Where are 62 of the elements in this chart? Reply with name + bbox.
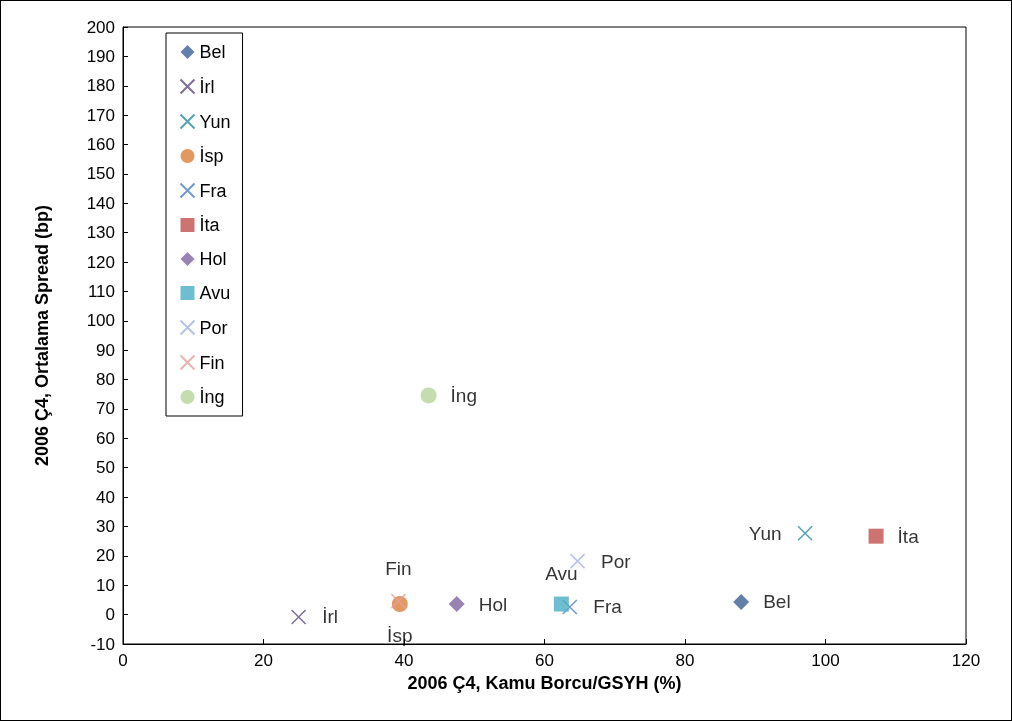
y-tick-label: 150	[86, 164, 115, 184]
point	[390, 593, 407, 609]
y-tick-label: 140	[86, 193, 115, 213]
y-tick-label: 20	[96, 546, 115, 566]
point	[562, 599, 578, 615]
x-tick-label: 40	[394, 651, 414, 670]
y-tick-label: 80	[96, 370, 115, 390]
y-axis-title: 2006 Ç4, Ortalama Spread (bp)	[32, 204, 52, 467]
y-tick-label: -10	[90, 634, 115, 654]
legend-label: İrl	[199, 76, 215, 97]
y-tick-label: 190	[86, 46, 115, 66]
text: İng	[450, 384, 478, 406]
y-tick-label: 180	[86, 76, 115, 96]
point	[290, 609, 307, 625]
legend-label: Fin	[199, 352, 225, 373]
y-tick-label: 50	[96, 458, 115, 478]
x-tick-label: 100	[811, 651, 840, 670]
y-tick-label: 120	[86, 252, 115, 272]
x-tick-label: 120	[951, 651, 981, 670]
y-tick-label: 170	[86, 105, 115, 125]
text: Hol	[478, 593, 508, 615]
legend-label: İta	[199, 215, 221, 235]
legend-label: İsp	[199, 146, 224, 166]
text: Bel	[763, 591, 791, 613]
y-tick-label: 200	[86, 17, 115, 37]
x-tick-label: 0	[118, 651, 128, 670]
y-tick-label: 100	[86, 311, 115, 331]
point	[553, 596, 569, 612]
legend-label: İng	[199, 387, 225, 407]
x-tick-label: 20	[254, 651, 273, 670]
point	[797, 525, 813, 541]
x-axis-title: 2006 Ç4, Kamu Borcu/GSYH (%)	[407, 672, 682, 693]
y-tick-label: 70	[96, 399, 115, 419]
legend-label: Fra	[199, 180, 228, 201]
x-tick-label: 80	[675, 651, 695, 670]
text: Fin	[385, 557, 412, 579]
text: İrl	[322, 606, 338, 628]
y-tick-label: 110	[87, 281, 115, 301]
point	[448, 596, 465, 613]
y-tick-label: 40	[96, 487, 115, 507]
x-tick-label: 60	[535, 651, 554, 670]
text: İta	[897, 525, 919, 547]
y-tick-label: 30	[96, 516, 115, 536]
text: Fra	[593, 596, 622, 618]
legend-label: Hol	[199, 249, 227, 269]
point	[733, 593, 750, 610]
point	[569, 553, 586, 569]
legend-label: Avu	[199, 283, 231, 303]
legend-label: Bel	[199, 42, 226, 62]
point	[868, 528, 884, 544]
y-tick-label: 0	[105, 605, 115, 625]
legend-label: Yun	[199, 111, 231, 132]
text: Por	[601, 550, 631, 572]
text: Avu	[545, 562, 578, 584]
y-tick-label: 160	[86, 135, 115, 155]
y-tick-label: 60	[96, 428, 115, 448]
point	[420, 387, 437, 404]
text: Yun	[748, 522, 782, 544]
legend-label: Por	[199, 317, 228, 338]
y-tick-label: 90	[96, 340, 115, 360]
y-tick-label: 130	[86, 223, 115, 243]
y-tick-label: 10	[96, 575, 115, 595]
